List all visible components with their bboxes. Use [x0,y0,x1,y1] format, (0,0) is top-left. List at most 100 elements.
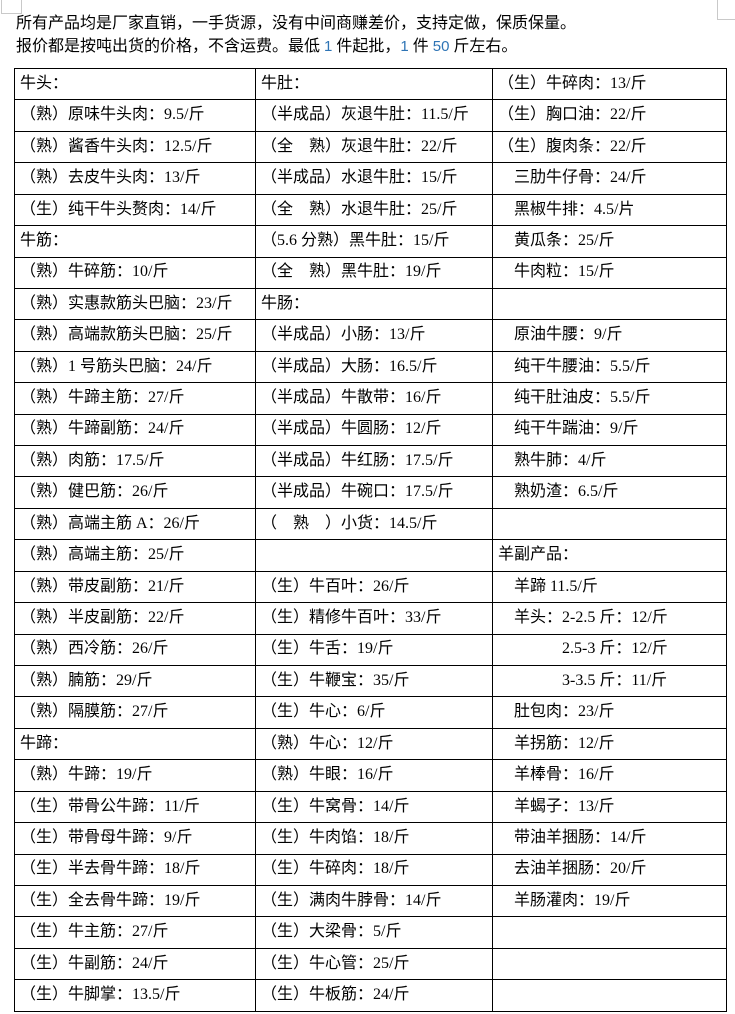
table-row: （生）牛主筋：27/斤 （生）大梁骨：5/斤 [14,916,727,949]
table-cell: （半成品）牛圆肠：12/斤 [255,413,493,447]
table-cell: 去油羊捆肠：20/斤 [492,853,727,886]
table-cell: （熟）牛蹄主筋：27/斤 [14,382,256,415]
table-row: （熟）健巴筋：26/斤 （半成品）牛碗口：17.5/斤 熟奶渣：6.5/斤 [14,476,727,509]
table-cell: （生）牛脚掌：13.5/斤 [14,979,256,1012]
table-cell: （生）牛碎肉：13/斤 [492,67,727,101]
table-row: （熟）原味牛头肉：9.5/斤 （半成品）灰退牛肚：11.5/斤 （生）胸口油：22/… [14,99,727,132]
table-cell: 牛头： [14,67,256,101]
table-cell: 黄瓜条：25/斤 [492,225,727,258]
table-row: （熟）高端款筋头巴脑：25/斤 （半成品）小肠：13/斤 原油牛腰：9/斤 [14,319,727,352]
table-cell: （熟）腩筋：29/斤 [14,665,256,698]
table-cell: （熟）西冷筋：26/斤 [14,633,256,667]
table-row: （熟）酱香牛头肉：12.5/斤 （全 熟）灰退牛肚：22/斤 （生）腹肉条：22/斤 [14,130,727,164]
table-cell: （生）牛心管：25/斤 [255,947,493,981]
table-cell: （熟）带皮副筋：21/斤 [14,570,256,604]
table-cell: （熟）隔膜筋：27/斤 [14,696,256,729]
table-cell: （生）牛主筋：27/斤 [14,916,256,949]
intro-line-2-segment: 斤左右。 [449,37,518,55]
table-row: （熟）1 号筋头巴脑：24/斤 （半成品）大肠：16.5/斤 纯干牛腰油：5.5/… [14,350,727,384]
table-cell: （半成品）大肠：16.5/斤 [255,350,493,384]
page-boundary-mark-top-right-horizontal [717,19,735,20]
table-cell [492,287,727,321]
table-cell: （半成品）小肠：13/斤 [255,319,493,352]
table-row: 牛筋： （5.6 分熟）黑牛肚：15/斤 黄瓜条：25/斤 [14,225,727,258]
table-cell: （熟）酱香牛头肉：12.5/斤 [14,130,256,164]
table-cell: （生）腹肉条：22/斤 [492,130,727,164]
table-cell: 牛肠： [255,287,493,321]
intro-line-2-segment: 件 [408,37,433,55]
table-row: （熟）高端主筋：25/斤 羊副产品： [14,539,727,572]
table-cell: （熟）牛碎筋：10/斤 [14,256,256,289]
table-row: （生）带骨母牛蹄：9/斤 （生）牛肉馅：18/斤 带油羊捆肠：14/斤 [14,822,727,855]
table-cell: （生）半去骨牛蹄：18/斤 [14,853,256,886]
table-cell: （熟）去皮牛头肉：13/斤 [14,162,256,195]
table-cell: 纯干牛踹油：9/斤 [492,413,727,447]
table-cell: （生）牛心：6/斤 [255,696,493,729]
table-cell: （生）牛副筋：24/斤 [14,947,256,981]
table-cell: 三肋牛仔骨：24/斤 [492,162,727,195]
table-cell: （生）带骨母牛蹄：9/斤 [14,822,256,855]
table-cell: （半成品）牛红肠：17.5/斤 [255,445,493,478]
intro-line-2-segment: 报价都是按吨出货的价格，不含运费。最低 [16,37,325,55]
table-cell [492,947,727,981]
table-cell: （熟）健巴筋：26/斤 [14,476,256,509]
table-row: （熟）高端主筋 A：26/斤（ 熟 ）小货：14.5/斤 [14,507,727,541]
table-cell: （熟）牛蹄：19/斤 [14,759,256,792]
table-cell: 熟奶渣：6.5/斤 [492,476,727,509]
table-row: 牛头： 牛肚： （生）牛碎肉：13/斤 [14,67,727,101]
table-cell [492,916,727,949]
price-table: 牛头： 牛肚： （生）牛碎肉：13/斤 （熟）原味牛头肉：9.5/斤 （半成品）灰退牛肚… [14,67,727,1012]
page-boundary-mark-top-right-vertical [717,0,718,20]
table-cell: 牛肚： [255,67,493,101]
intro-line-2-segment: 1 [324,37,333,55]
table-cell: （熟）牛眼：16/斤 [255,759,493,792]
table-cell: （熟）肉筋：17.5/斤 [14,445,256,478]
table-cell: 牛筋： [14,225,256,258]
table-cell: 2.5-3 斤：12/斤 [492,633,727,667]
table-cell: （生）满肉牛脖骨：14/斤 [255,884,493,918]
table-cell: 羊头：2-2.5 斤：12/斤 [492,602,727,635]
table-row: （熟）实惠款筋头巴脑：23/斤 牛肠： [14,287,727,321]
table-row: （生）半去骨牛蹄：18/斤 （生）牛碎肉：18/斤 去油羊捆肠：20/斤 [14,853,727,886]
table-cell: （生）全去骨牛蹄：19/斤 [14,884,256,918]
table-cell: 羊蹄 11.5/斤 [492,570,727,604]
table-cell: （生）牛肉馅：18/斤 [255,822,493,855]
table-cell: （熟）原味牛头肉：9.5/斤 [14,99,256,132]
price-table-body: 牛头： 牛肚： （生）牛碎肉：13/斤 （熟）原味牛头肉：9.5/斤 （半成品）灰退牛肚… [14,67,727,1012]
table-cell: 纯干牛腰油：5.5/斤 [492,350,727,384]
table-cell: （全 熟）灰退牛肚：22/斤 [255,130,493,164]
table-cell: 牛肉粒：15/斤 [492,256,727,289]
table-cell: （生）牛窝骨：14/斤 [255,790,493,824]
table-cell: （熟）1 号筋头巴脑：24/斤 [14,350,256,384]
table-row: （熟）西冷筋：26/斤 （生）牛舌：19/斤 2.5-3 斤：12/斤 [14,633,727,667]
table-cell: 羊副产品： [492,539,727,572]
table-cell: （生）牛舌：19/斤 [255,633,493,667]
table-row: （熟）牛蹄：19/斤 （熟）牛眼：16/斤 羊棒骨：16/斤 [14,759,727,792]
table-cell: （半成品）水退牛肚：15/斤 [255,162,493,195]
table-cell: （生）精修牛百叶：33/斤 [255,602,493,635]
table-row: （熟）肉筋：17.5/斤 （半成品）牛红肠：17.5/斤 熟牛肺：4/斤 [14,445,727,478]
table-cell: （熟）高端主筋：25/斤 [14,539,256,572]
table-cell: （熟）牛蹄副筋：24/斤 [14,413,256,447]
intro-line-2: 报价都是按吨出货的价格，不含运费。最低 1 件起批，1 件 50 斤左右。 [16,36,724,59]
table-row: （生）牛脚掌：13.5/斤 （生）牛板筋：24/斤 [14,979,727,1012]
table-row: （生）全去骨牛蹄：19/斤 （生）满肉牛脖骨：14/斤 羊肠灌肉：19/斤 [14,884,727,918]
table-cell: （全 熟）水退牛肚：25/斤 [255,193,493,227]
table-cell: （熟）实惠款筋头巴脑：23/斤 [14,287,256,321]
table-cell: 熟牛肺：4/斤 [492,445,727,478]
table-cell: （生）牛鞭宝：35/斤 [255,665,493,698]
table-row: （熟）牛蹄主筋：27/斤 （半成品）牛散带：16/斤 纯干肚油皮：5.5/斤 [14,382,727,415]
table-cell [492,979,727,1012]
table-cell: 黑椒牛排：4.5/片 [492,193,727,227]
table-cell: 3-3.5 斤：11/斤 [492,665,727,698]
table-cell: （半成品）牛散带：16/斤 [255,382,493,415]
table-cell: （熟）高端款筋头巴脑：25/斤 [14,319,256,352]
table-cell: （生）牛碎肉：18/斤 [255,853,493,886]
table-row: （生）带骨公牛蹄：11/斤 （生）牛窝骨：14/斤 羊蝎子：13/斤 [14,790,727,824]
table-cell: （熟）半皮副筋：22/斤 [14,602,256,635]
intro-line-2-segment: 50 [432,37,450,55]
intro-line-1: 所有产品均是厂家直销，一手货源，没有中间商赚差价，支持定做，保质保量。 [16,15,577,32]
table-cell: 牛蹄： [14,727,256,761]
table-cell: （生）胸口油：22/斤 [492,99,727,132]
